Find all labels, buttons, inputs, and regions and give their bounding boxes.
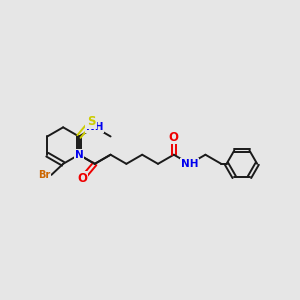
Text: N: N [75,150,83,160]
Text: NH: NH [181,159,198,169]
Text: NH: NH [86,122,104,132]
Text: O: O [77,172,88,185]
Text: Br: Br [38,170,50,180]
Text: S: S [88,115,96,128]
Text: O: O [169,130,179,143]
